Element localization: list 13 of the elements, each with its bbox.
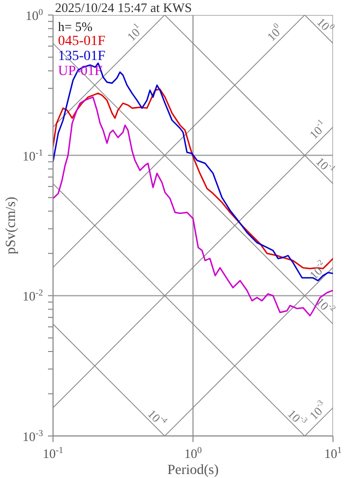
y-tick-label: 10$^{0}$ <box>26 7 44 23</box>
x-tick-label: 10$^{-1}$ <box>42 445 64 461</box>
x-axis-title: Period(s) <box>167 463 219 478</box>
x-tick-label: 10$^{1}$ <box>324 445 342 461</box>
annotation: h= 5% <box>58 19 92 34</box>
y-axis-title: pSv(cm/s) <box>4 196 19 254</box>
text: 045-01F <box>58 34 106 49</box>
chart-title: 2025/10/24 15:47 at KWS <box>55 0 192 15</box>
y-tick-label: 10$^{-3}$ <box>22 428 44 444</box>
y-tick-label: 10$^{-2}$ <box>22 288 43 304</box>
y-tick-label: 10$^{-1}$ <box>22 147 43 164</box>
series-label: 135-01F <box>58 49 106 64</box>
x-tick-label: 10$^{0}$ <box>184 445 202 461</box>
